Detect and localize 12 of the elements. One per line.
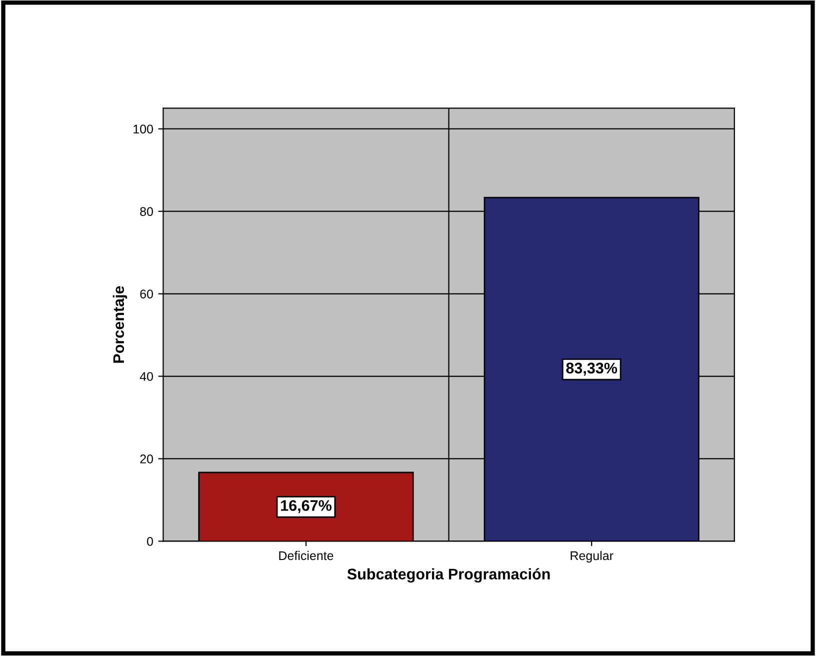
data-label: 16,67% (281, 500, 332, 514)
y-tick-label: 20 (140, 454, 153, 464)
y-tick-label: 40 (140, 372, 153, 381)
x-tick-label: Regular (570, 550, 614, 563)
x-tick-label: Deficiente (279, 550, 334, 560)
y-tick-label: 80 (140, 207, 153, 216)
y-tick-label: 0 (147, 537, 153, 546)
y-tick-label: 60 (140, 290, 153, 298)
data-label: 83,33% (566, 362, 618, 376)
y-tick-label: 100 (134, 124, 153, 134)
y-axis-title: Porcentaje (112, 286, 128, 363)
x-axis-title: Subcategoria Programación (347, 568, 550, 583)
